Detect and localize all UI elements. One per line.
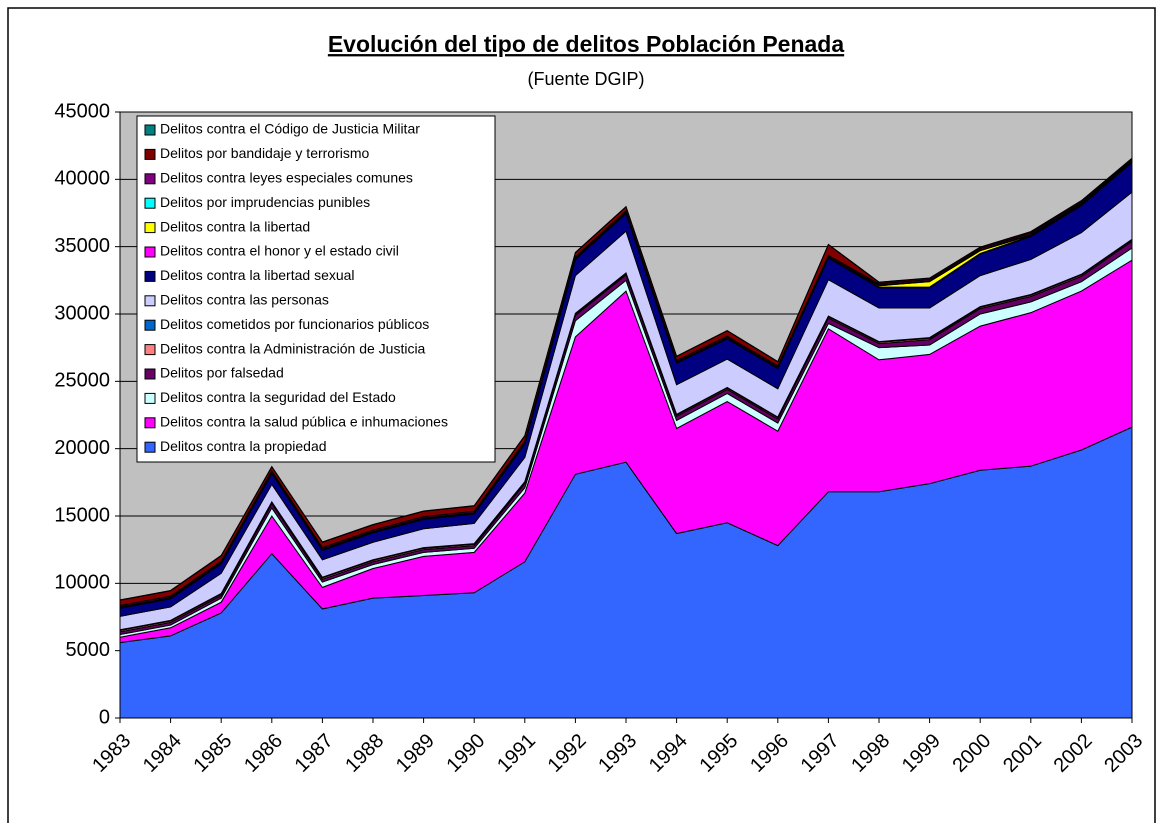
legend-swatch <box>144 441 156 453</box>
y-tick-label: 25000 <box>54 370 110 392</box>
y-tick-label: 20000 <box>54 437 110 459</box>
legend-label: Delitos contra la libertad <box>160 218 310 234</box>
legend-label: Delitos contra la propiedad <box>160 438 327 454</box>
legend-label: Delitos contra la libertad sexual <box>160 267 355 283</box>
legend-label: Delitos contra la salud pública e inhuma… <box>160 414 448 430</box>
legend-swatch <box>144 392 156 404</box>
legend-label: Delitos cometidos por funcionarios públi… <box>160 316 429 332</box>
y-tick-label: 40000 <box>54 168 110 190</box>
legend-label: Delitos contra leyes especiales comunes <box>160 170 413 186</box>
legend-box <box>136 115 496 463</box>
legend-swatch <box>144 270 156 282</box>
legend-swatch <box>144 124 156 136</box>
y-tick-label: 10000 <box>54 572 110 594</box>
legend-swatch <box>144 197 156 209</box>
chart-title: Evolución del tipo de delitos Población … <box>328 31 845 57</box>
legend-label: Delitos contra la Administración de Just… <box>160 340 426 356</box>
y-tick-label: 5000 <box>66 639 111 661</box>
legend-swatch <box>144 344 156 356</box>
legend-label: Delitos contra el Código de Justicia Mil… <box>160 121 420 137</box>
legend-swatch <box>144 368 156 380</box>
legend-swatch <box>144 319 156 331</box>
legend-swatch <box>144 173 156 185</box>
chart-subtitle: (Fuente DGIP) <box>527 69 644 89</box>
legend-swatch <box>144 148 156 160</box>
legend-label: Delitos contra el honor y el estado civi… <box>160 243 399 259</box>
y-tick-label: 0 <box>99 706 110 728</box>
y-tick-label: 30000 <box>54 302 110 324</box>
legend-swatch <box>144 295 156 307</box>
legend: Delitos contra la propiedad Delitos contr… <box>136 115 496 463</box>
legend-label: Delitos por imprudencias punibles <box>160 194 370 210</box>
legend-label: Delitos por bandidaje y terrorismo <box>160 145 370 161</box>
legend-label: Delitos contra las personas <box>160 292 329 308</box>
legend-label: Delitos por falsedad <box>160 365 284 381</box>
legend-label: Delitos contra la seguridad del Estado <box>160 389 396 405</box>
y-tick-label: 35000 <box>54 235 110 257</box>
legend-swatch <box>144 222 156 234</box>
y-tick-label: 45000 <box>54 100 110 122</box>
y-tick-label: 15000 <box>54 504 110 526</box>
legend-swatch <box>144 246 156 258</box>
legend-swatch <box>144 417 156 429</box>
